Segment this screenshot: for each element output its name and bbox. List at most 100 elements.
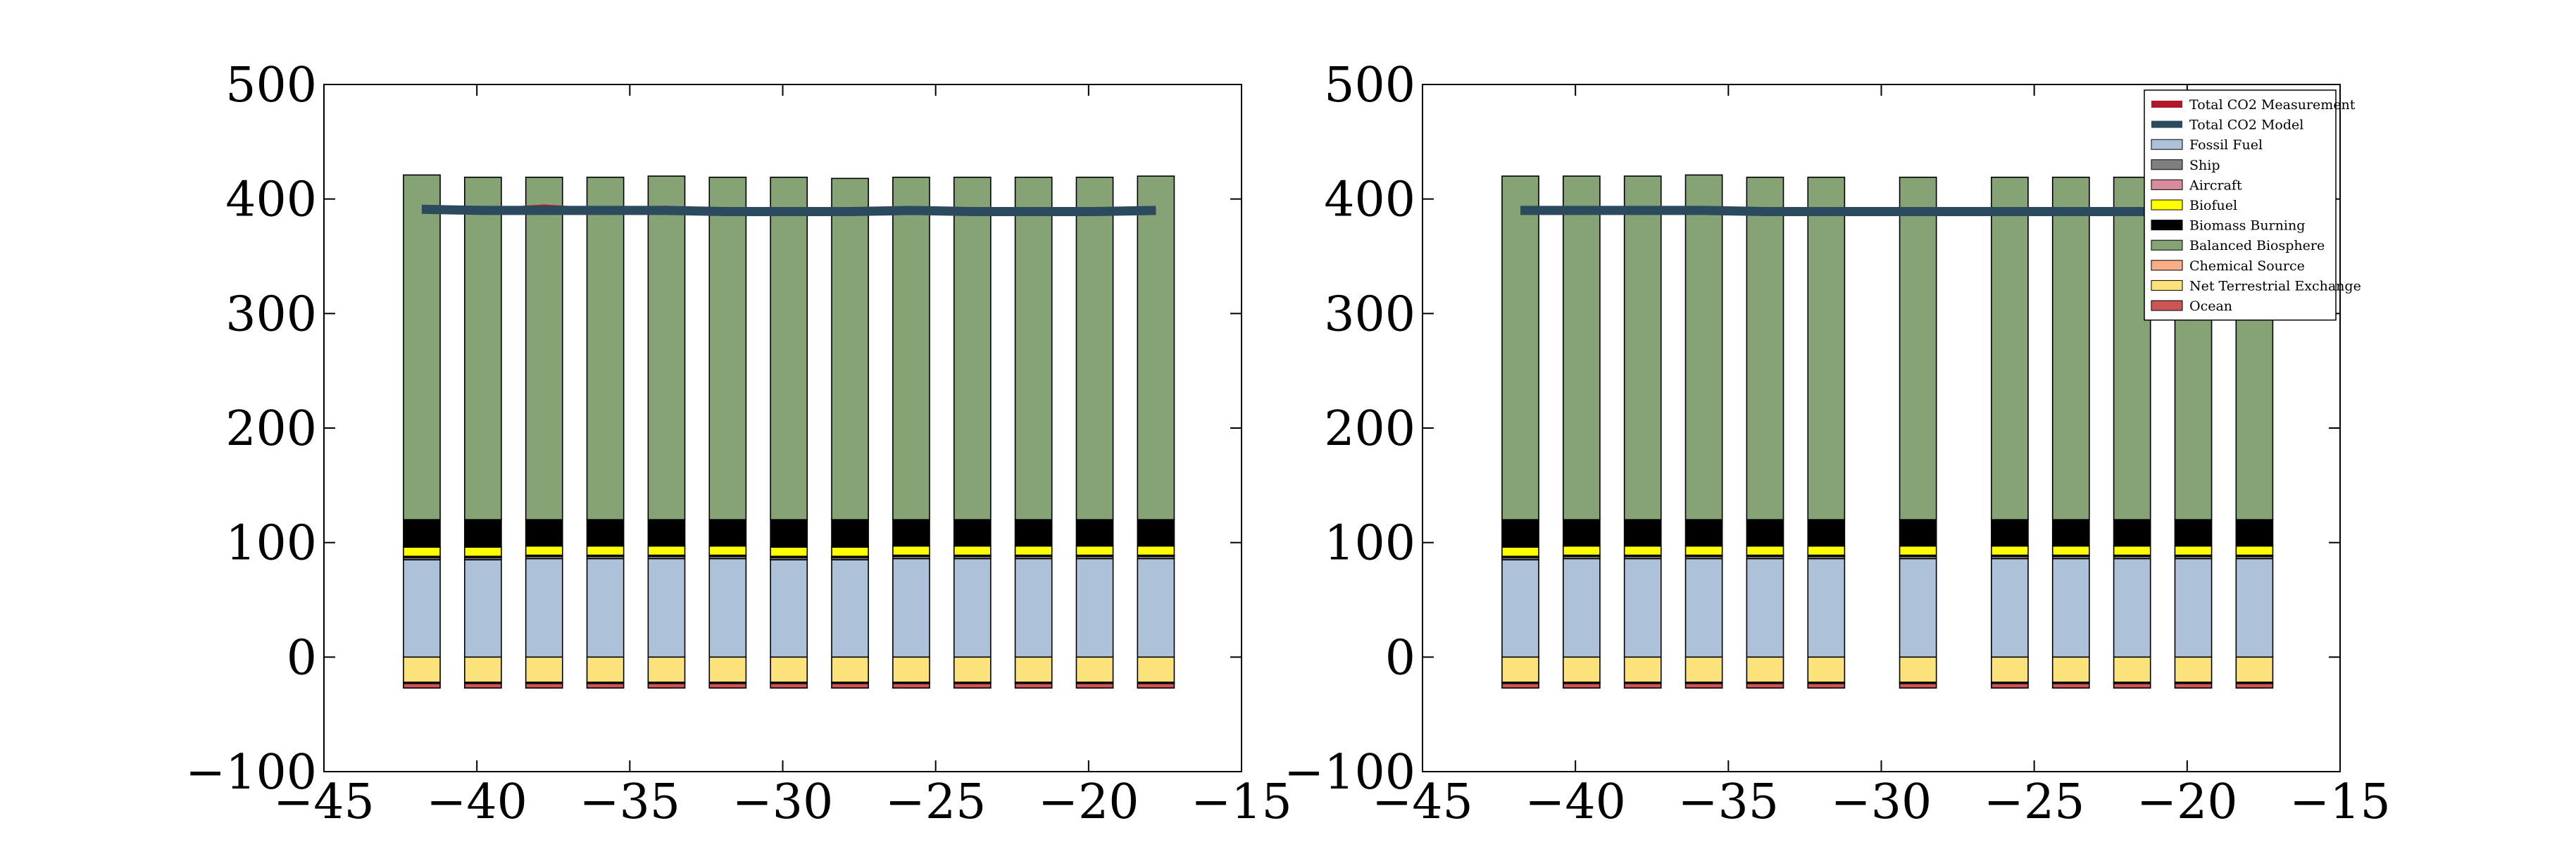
bar-biofuel — [1137, 545, 1175, 556]
x-tick-label: −30 — [1831, 774, 1932, 830]
x-tick-label: −40 — [1525, 774, 1626, 830]
legend-swatch-ship — [2151, 159, 2183, 170]
bar-net-terrestrial-exchange — [831, 656, 869, 683]
bar-net-terrestrial-exchange — [525, 656, 563, 683]
y-tick-label: −100 — [1284, 745, 1415, 800]
legend-label-total-co2-measurement: Total CO2 Measurement — [2189, 97, 2356, 113]
bar-fossil-fuel — [1075, 558, 1114, 658]
bar-net-terrestrial-exchange — [1075, 656, 1114, 683]
bar-net-terrestrial-exchange — [403, 656, 441, 683]
bar-balanced-biosphere — [1899, 176, 1937, 520]
bar-fossil-fuel — [403, 559, 441, 658]
legend-label-biomass-burning: Biomass Burning — [2189, 218, 2305, 234]
bar-net-terrestrial-exchange — [770, 656, 808, 683]
y-tick-label: 100 — [225, 516, 317, 572]
bar-fossil-fuel — [647, 558, 686, 658]
bar-biomass-burning — [1807, 519, 1846, 547]
bar-ocean — [586, 682, 625, 689]
legend-swatch-biofuel — [2151, 199, 2183, 211]
bar-ocean — [1014, 682, 1053, 689]
bar-ocean — [1899, 682, 1937, 689]
y-tick-label: 200 — [225, 401, 317, 457]
legend-label-net-terrestrial-exchange: Net Terrestrial Exchange — [2189, 278, 2361, 294]
bar-fossil-fuel — [831, 559, 869, 658]
bar-net-terrestrial-exchange — [1501, 656, 1539, 683]
bar-biomass-burning — [647, 519, 686, 547]
bar-balanced-biosphere — [1684, 174, 1723, 520]
bar-ocean — [1991, 682, 2029, 689]
bar-ocean — [953, 682, 992, 689]
y-tick-label: 300 — [1324, 287, 1415, 342]
bar-net-terrestrial-exchange — [2113, 656, 2151, 683]
bar-balanced-biosphere — [831, 177, 869, 520]
bar-biomass-burning — [708, 519, 747, 547]
bar-net-terrestrial-exchange — [1014, 656, 1053, 683]
bar-biofuel — [953, 545, 992, 556]
bar-balanced-biosphere — [463, 176, 502, 520]
bar-ocean — [2113, 682, 2151, 689]
bar-fossil-fuel — [463, 559, 502, 658]
bar-biomass-burning — [586, 519, 625, 547]
y-tick-label: −100 — [185, 745, 317, 800]
bar-biomass-burning — [1991, 519, 2029, 547]
bar-net-terrestrial-exchange — [708, 656, 747, 683]
bar-balanced-biosphere — [1137, 175, 1175, 520]
legend-label-balanced-biosphere: Balanced Biosphere — [2189, 238, 2325, 253]
bar-ocean — [463, 682, 502, 689]
bar-fossil-fuel — [525, 558, 563, 658]
bar-biomass-burning — [1623, 519, 1662, 547]
bar-ocean — [708, 682, 747, 689]
bar-net-terrestrial-exchange — [953, 656, 992, 683]
bar-balanced-biosphere — [1501, 175, 1539, 520]
bar-net-terrestrial-exchange — [1684, 656, 1723, 683]
bar-fossil-fuel — [1991, 558, 2029, 658]
legend-swatch-chemical-source — [2151, 260, 2183, 271]
bar-ocean — [2051, 682, 2090, 689]
x-tick-label: −15 — [1191, 774, 1292, 830]
bar-biofuel — [1991, 545, 2029, 556]
bar-biofuel — [1899, 545, 1937, 556]
bar-ocean — [2235, 682, 2274, 689]
y-tick-label: 0 — [1385, 630, 1415, 686]
legend-label-biofuel: Biofuel — [2189, 198, 2237, 213]
bar-biomass-burning — [403, 519, 441, 548]
bar-ocean — [770, 682, 808, 689]
legend-swatch-aircraft — [2151, 179, 2183, 190]
bar-biomass-burning — [1501, 519, 1539, 548]
bar-ocean — [1684, 682, 1723, 689]
bar-biofuel — [1684, 545, 1723, 556]
bar-fossil-fuel — [770, 559, 808, 658]
bar-balanced-biosphere — [1807, 176, 1846, 520]
bar-biomass-burning — [831, 519, 869, 548]
bar-biofuel — [463, 546, 502, 557]
bar-biofuel — [770, 546, 808, 557]
chart-panel-2: −100 0 100 200 300 400 500 −45 −40 −35 −30 −25 −20 −1… — [1284, 58, 2391, 830]
bar-fossil-fuel — [2113, 558, 2151, 658]
bar-fossil-fuel — [1137, 558, 1175, 658]
bar-biofuel — [525, 545, 563, 556]
bar-biofuel — [1623, 545, 1662, 556]
legend-label-ocean: Ocean — [2189, 299, 2232, 314]
legend-label-total-co2-model: Total CO2 Model — [2189, 118, 2303, 133]
legend-swatch-total-co2-measurement — [2151, 101, 2182, 108]
bar-fossil-fuel — [1684, 558, 1723, 658]
line-total-co2-model — [421, 204, 1156, 217]
bar-biofuel — [1501, 546, 1539, 557]
bar-biomass-burning — [2235, 519, 2274, 547]
bar-biomass-burning — [1075, 519, 1114, 547]
bar-net-terrestrial-exchange — [1746, 656, 1784, 683]
bar-biomass-burning — [953, 519, 992, 547]
bar-ocean — [1746, 682, 1784, 689]
y-tick-label: 400 — [225, 172, 317, 228]
x-tick-label: −15 — [2289, 774, 2391, 830]
bar-biomass-burning — [1014, 519, 1053, 547]
bar-net-terrestrial-exchange — [1562, 656, 1601, 683]
bar-biomass-burning — [525, 519, 563, 547]
bar-biomass-burning — [770, 519, 808, 548]
chart-panel-1: −100 0 100 200 300 400 500 −45 −40 −35 −30 −25 −20 −1… — [185, 58, 1292, 830]
bar-biofuel — [403, 546, 441, 557]
bar-ocean — [1501, 682, 1539, 689]
y-tick-label: 100 — [1324, 516, 1415, 572]
bar-fossil-fuel — [1014, 558, 1053, 658]
bar-biofuel — [2051, 545, 2090, 556]
